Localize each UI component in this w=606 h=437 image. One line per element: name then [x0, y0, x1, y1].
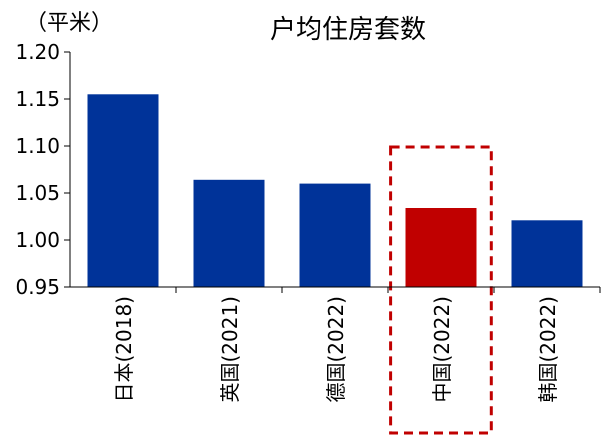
y-tick-label: 1.05 — [15, 181, 60, 205]
y-tick-label: 0.95 — [15, 275, 60, 299]
x-labels-group: 日本(2018) 英国(2021) 德国(2022) 中国(2022) 韩国(2022) — [112, 296, 560, 403]
y-tick-label: 1.00 — [15, 228, 60, 252]
y-ticks-group: 0.95 1.00 1.05 1.10 1.15 1.20 — [15, 40, 70, 299]
bar-5 — [511, 220, 583, 287]
bar-1 — [87, 94, 159, 287]
bars-group — [87, 94, 583, 287]
x-category-label: 英国(2021) — [218, 296, 242, 403]
x-category-label: 中国(2022) — [430, 296, 454, 403]
y-unit-label: （平米） — [25, 11, 113, 36]
x-category-label: 日本(2018) — [112, 296, 136, 403]
x-category-label: 韩国(2022) — [536, 296, 560, 403]
chart-title: 户均住房套数 — [270, 15, 426, 45]
x-category-label: 德国(2022) — [324, 296, 348, 403]
highlight-dashed-box — [389, 145, 493, 435]
axes-group — [69, 52, 601, 293]
highlight-group — [389, 145, 493, 435]
y-tick-label: 1.10 — [15, 134, 60, 158]
bar-3 — [299, 183, 371, 287]
bar-2 — [193, 179, 265, 287]
y-tick-label: 1.15 — [15, 87, 60, 111]
y-tick-label: 1.20 — [15, 40, 60, 64]
bar-4 — [405, 208, 477, 287]
